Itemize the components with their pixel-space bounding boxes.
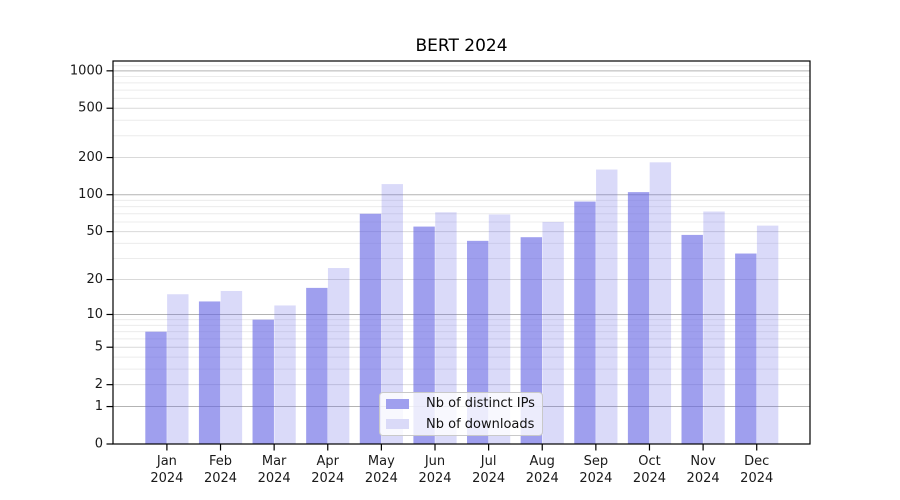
y-tick-label-500: 500 xyxy=(78,101,103,116)
legend-label-downloads: Nb of downloads xyxy=(426,416,535,432)
legend-item-downloads: Nb of downloads xyxy=(380,415,542,434)
bar-distinct-ips-jun xyxy=(413,226,435,444)
x-tick-label-month-dec: Dec xyxy=(744,454,769,469)
legend-item-distinct-ips: Nb of distinct IPs xyxy=(380,394,542,413)
x-tick-label-month-aug: Aug xyxy=(530,454,555,469)
legend: Nb of distinct IPs Nb of downloads xyxy=(379,392,543,436)
bars xyxy=(145,162,779,444)
bar-downloads-mar xyxy=(274,305,296,444)
y-tick-label-5: 5 xyxy=(95,340,103,355)
x-tick-label-year-feb: 2024 xyxy=(204,471,237,486)
x-tick-label-month-nov: Nov xyxy=(690,454,716,469)
y-axis-ticks: 0 1 2 5 10 20 50 100 200 500 1000 xyxy=(70,63,113,452)
chart-title: BERT 2024 xyxy=(415,36,508,56)
bar-distinct-ips-feb xyxy=(198,301,221,444)
x-tick-label-year-jan: 2024 xyxy=(150,471,183,486)
x-tick-label-month-mar: Mar xyxy=(262,454,287,469)
bar-downloads-oct xyxy=(649,162,672,444)
bar-distinct-ips-may xyxy=(359,213,382,444)
plot-frame xyxy=(112,60,811,445)
gridlines xyxy=(113,65,810,408)
bar-distinct-ips-jan xyxy=(145,331,167,444)
bar-downloads-sep xyxy=(596,169,618,444)
x-tick-label-year-jul: 2024 xyxy=(472,471,505,486)
x-tick-label-year-mar: 2024 xyxy=(258,471,291,486)
x-tick-label-month-sep: Sep xyxy=(584,454,609,469)
x-tick-label-year-sep: 2024 xyxy=(579,471,612,486)
bar-downloads-jul xyxy=(488,214,511,444)
x-tick-label-year-apr: 2024 xyxy=(311,471,344,486)
bar-downloads-apr xyxy=(327,268,350,444)
bar-downloads-aug xyxy=(542,221,564,444)
x-tick-label-year-jun: 2024 xyxy=(418,471,451,486)
bar-distinct-ips-mar xyxy=(252,319,274,444)
x-tick-label-month-jun: Jun xyxy=(424,454,445,469)
bar-distinct-ips-apr xyxy=(306,287,328,444)
y-tick-label-1: 1 xyxy=(95,399,103,414)
y-tick-label-2: 2 xyxy=(95,377,103,392)
bar-downloads-jan xyxy=(167,294,189,444)
x-tick-label-year-aug: 2024 xyxy=(526,471,559,486)
bar-distinct-ips-dec xyxy=(735,253,757,444)
y-tick-label-0: 0 xyxy=(95,437,103,452)
y-tick-label-10: 10 xyxy=(86,307,103,322)
bar-downloads-feb xyxy=(220,290,243,444)
x-axis-ticks: Jan 2024 Feb 2024 Mar 2024 Apr 2024 May 2024 Jun 20… xyxy=(150,444,773,486)
bar-downloads-may xyxy=(381,184,403,444)
legend-label-distinct-ips: Nb of distinct IPs xyxy=(426,396,535,412)
x-tick-label-month-jul: Jul xyxy=(480,454,497,469)
y-tick-label-200: 200 xyxy=(78,150,103,165)
x-tick-label-month-oct: Oct xyxy=(638,454,660,469)
legend-swatch-downloads xyxy=(386,419,409,430)
y-tick-label-20: 20 xyxy=(86,272,103,287)
y-tick-label-100: 100 xyxy=(78,187,103,202)
x-tick-label-year-may: 2024 xyxy=(365,471,398,486)
axis-frame xyxy=(112,60,811,445)
x-tick-label-year-oct: 2024 xyxy=(633,471,666,486)
y-tick-label-50: 50 xyxy=(86,224,103,239)
bar-downloads-nov xyxy=(703,211,725,444)
bar-distinct-ips-oct xyxy=(627,192,650,444)
x-tick-label-year-dec: 2024 xyxy=(740,471,773,486)
x-tick-label-month-apr: Apr xyxy=(317,454,340,469)
y-tick-label-1000: 1000 xyxy=(70,63,103,78)
x-tick-label-month-feb: Feb xyxy=(209,454,232,469)
x-tick-label-year-nov: 2024 xyxy=(687,471,720,486)
x-tick-label-month-may: May xyxy=(368,454,395,469)
bar-distinct-ips-sep xyxy=(574,201,596,444)
legend-swatch-distinct-ips xyxy=(386,398,409,409)
bar-downloads-jun xyxy=(435,212,457,444)
bar-distinct-ips-nov xyxy=(681,234,703,444)
x-tick-label-month-jan: Jan xyxy=(156,454,177,469)
bar-downloads-dec xyxy=(756,225,779,444)
